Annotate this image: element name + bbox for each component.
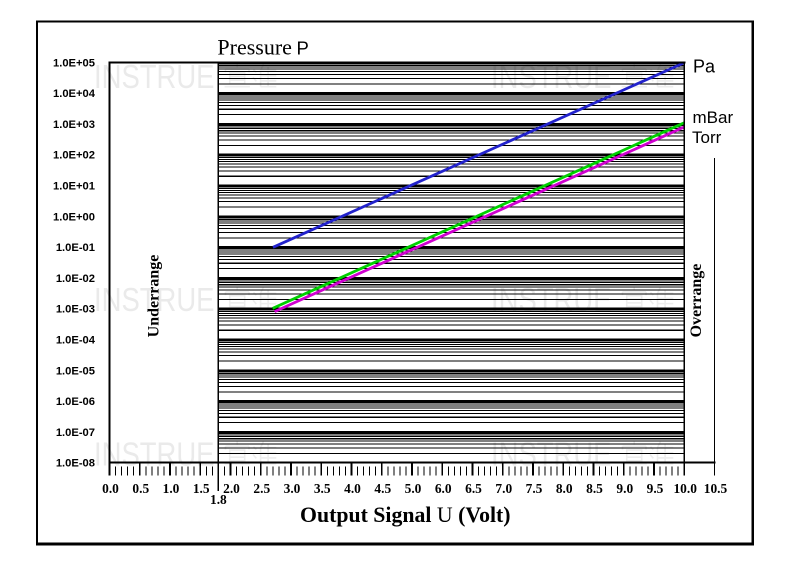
- svg-text:1.0E+05: 1.0E+05: [53, 57, 95, 69]
- svg-text:9.5: 9.5: [647, 481, 664, 496]
- svg-text:8.0: 8.0: [556, 481, 573, 496]
- svg-text:5.0: 5.0: [405, 481, 422, 496]
- svg-text:1.0E+04: 1.0E+04: [53, 88, 96, 100]
- svg-text:1.0E-05: 1.0E-05: [56, 365, 95, 377]
- svg-text:1.0E-01: 1.0E-01: [56, 242, 95, 254]
- svg-text:3.5: 3.5: [314, 481, 331, 496]
- svg-text:INSTRUE: INSTRUE: [94, 282, 215, 319]
- svg-text:1.0E+03: 1.0E+03: [53, 119, 95, 131]
- svg-text:1.0E-04: 1.0E-04: [56, 335, 96, 347]
- svg-text:1.0E+00: 1.0E+00: [53, 211, 95, 223]
- svg-text:7.5: 7.5: [526, 481, 543, 496]
- svg-text:2.5: 2.5: [253, 481, 270, 496]
- svg-text:4.0: 4.0: [344, 481, 361, 496]
- svg-text:6.0: 6.0: [435, 481, 452, 496]
- svg-text:1.5: 1.5: [193, 481, 210, 496]
- svg-text:3.0: 3.0: [284, 481, 301, 496]
- svg-text:INSTRUE: INSTRUE: [94, 436, 215, 473]
- svg-text:1.0E-03: 1.0E-03: [56, 304, 95, 316]
- svg-text:INSTRUE: INSTRUE: [94, 59, 215, 96]
- svg-text:0.5: 0.5: [132, 481, 149, 496]
- svg-text:1.0E-08: 1.0E-08: [56, 458, 95, 470]
- svg-text:INSTRUE: INSTRUE: [491, 282, 612, 319]
- svg-text:1.0E+01: 1.0E+01: [53, 181, 95, 193]
- svg-text:1.0: 1.0: [163, 481, 180, 496]
- svg-text:2.0: 2.0: [223, 481, 240, 496]
- svg-text:7.0: 7.0: [495, 481, 512, 496]
- svg-text:6.5: 6.5: [465, 481, 482, 496]
- svg-text:P: P: [297, 38, 309, 59]
- svg-text:Overrange: Overrange: [688, 264, 705, 338]
- svg-text:Torr: Torr: [692, 128, 722, 147]
- svg-text:INSTRUE: INSTRUE: [491, 59, 612, 96]
- svg-text:4.5: 4.5: [374, 481, 391, 496]
- svg-text:Pressure: Pressure: [217, 35, 292, 60]
- svg-text:1.0E-02: 1.0E-02: [56, 273, 95, 285]
- svg-text:1.0E-06: 1.0E-06: [56, 396, 95, 408]
- svg-text:Output Signal U (Volt): Output Signal U (Volt): [300, 503, 511, 527]
- svg-text:8.5: 8.5: [586, 481, 603, 496]
- svg-text:1.0E+02: 1.0E+02: [53, 150, 95, 162]
- svg-text:1.0E-07: 1.0E-07: [56, 427, 95, 439]
- svg-text:Pa: Pa: [693, 57, 716, 77]
- svg-text:10.0: 10.0: [673, 481, 697, 496]
- svg-text:9.0: 9.0: [616, 481, 633, 496]
- svg-text:0.0: 0.0: [102, 481, 119, 496]
- svg-text:Underrange: Underrange: [146, 255, 163, 338]
- svg-text:1.8: 1.8: [210, 492, 227, 507]
- svg-text:10.5: 10.5: [704, 481, 728, 496]
- svg-text:mBar: mBar: [693, 108, 734, 127]
